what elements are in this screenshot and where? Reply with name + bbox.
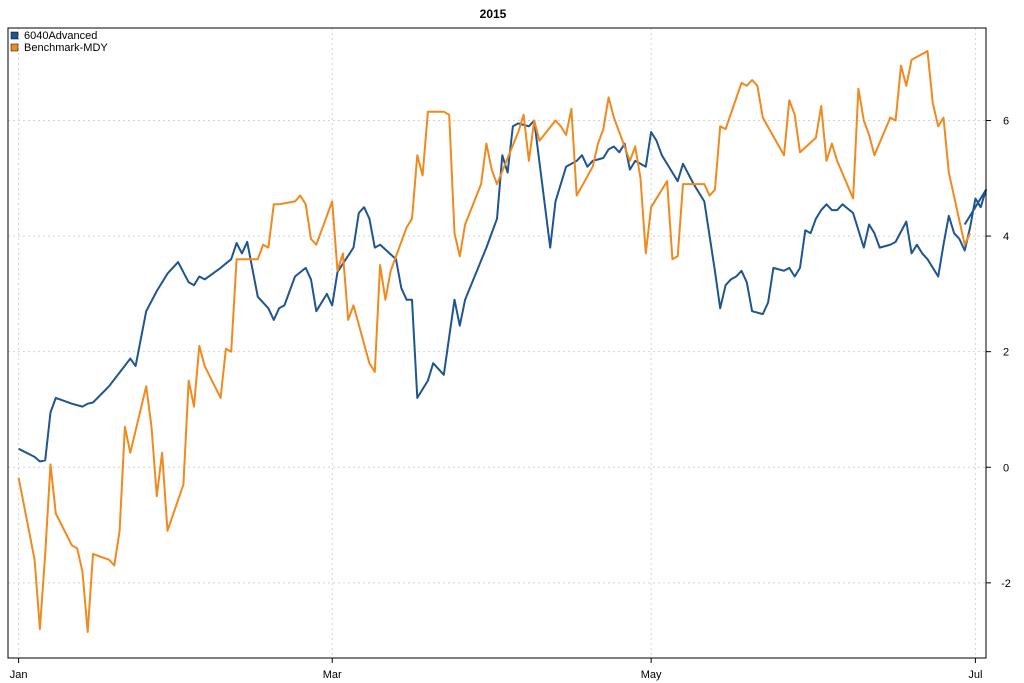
grid	[8, 28, 986, 658]
y-tick-label: 0	[1003, 462, 1009, 474]
series-layer	[17, 50, 987, 633]
x-axis: Jan Mar May Jul	[10, 658, 982, 681]
legend-label: Benchmark-MDY	[24, 42, 108, 54]
x-tick-label: Jan	[10, 669, 28, 681]
y-tick-label: -2	[1001, 578, 1011, 590]
legend-swatch	[10, 43, 19, 52]
x-tick-label: Jul	[968, 669, 982, 681]
y-tick-label: 6	[1003, 115, 1009, 127]
y-axis: -2 0 2 4 6	[986, 115, 1011, 590]
plot-frame	[7, 27, 987, 659]
x-tick-label: Mar	[323, 669, 342, 681]
y-tick-label: 4	[1003, 231, 1009, 243]
x-tick-label: May	[641, 669, 662, 681]
series-line-benchmark-mdy	[17, 50, 972, 633]
legend-swatch	[10, 31, 19, 40]
y-tick-label: 2	[1003, 347, 1009, 359]
chart-title: 2015	[480, 7, 507, 21]
series-line-6040advanced	[18, 119, 987, 463]
legend-label: 6040Advanced	[24, 30, 97, 42]
